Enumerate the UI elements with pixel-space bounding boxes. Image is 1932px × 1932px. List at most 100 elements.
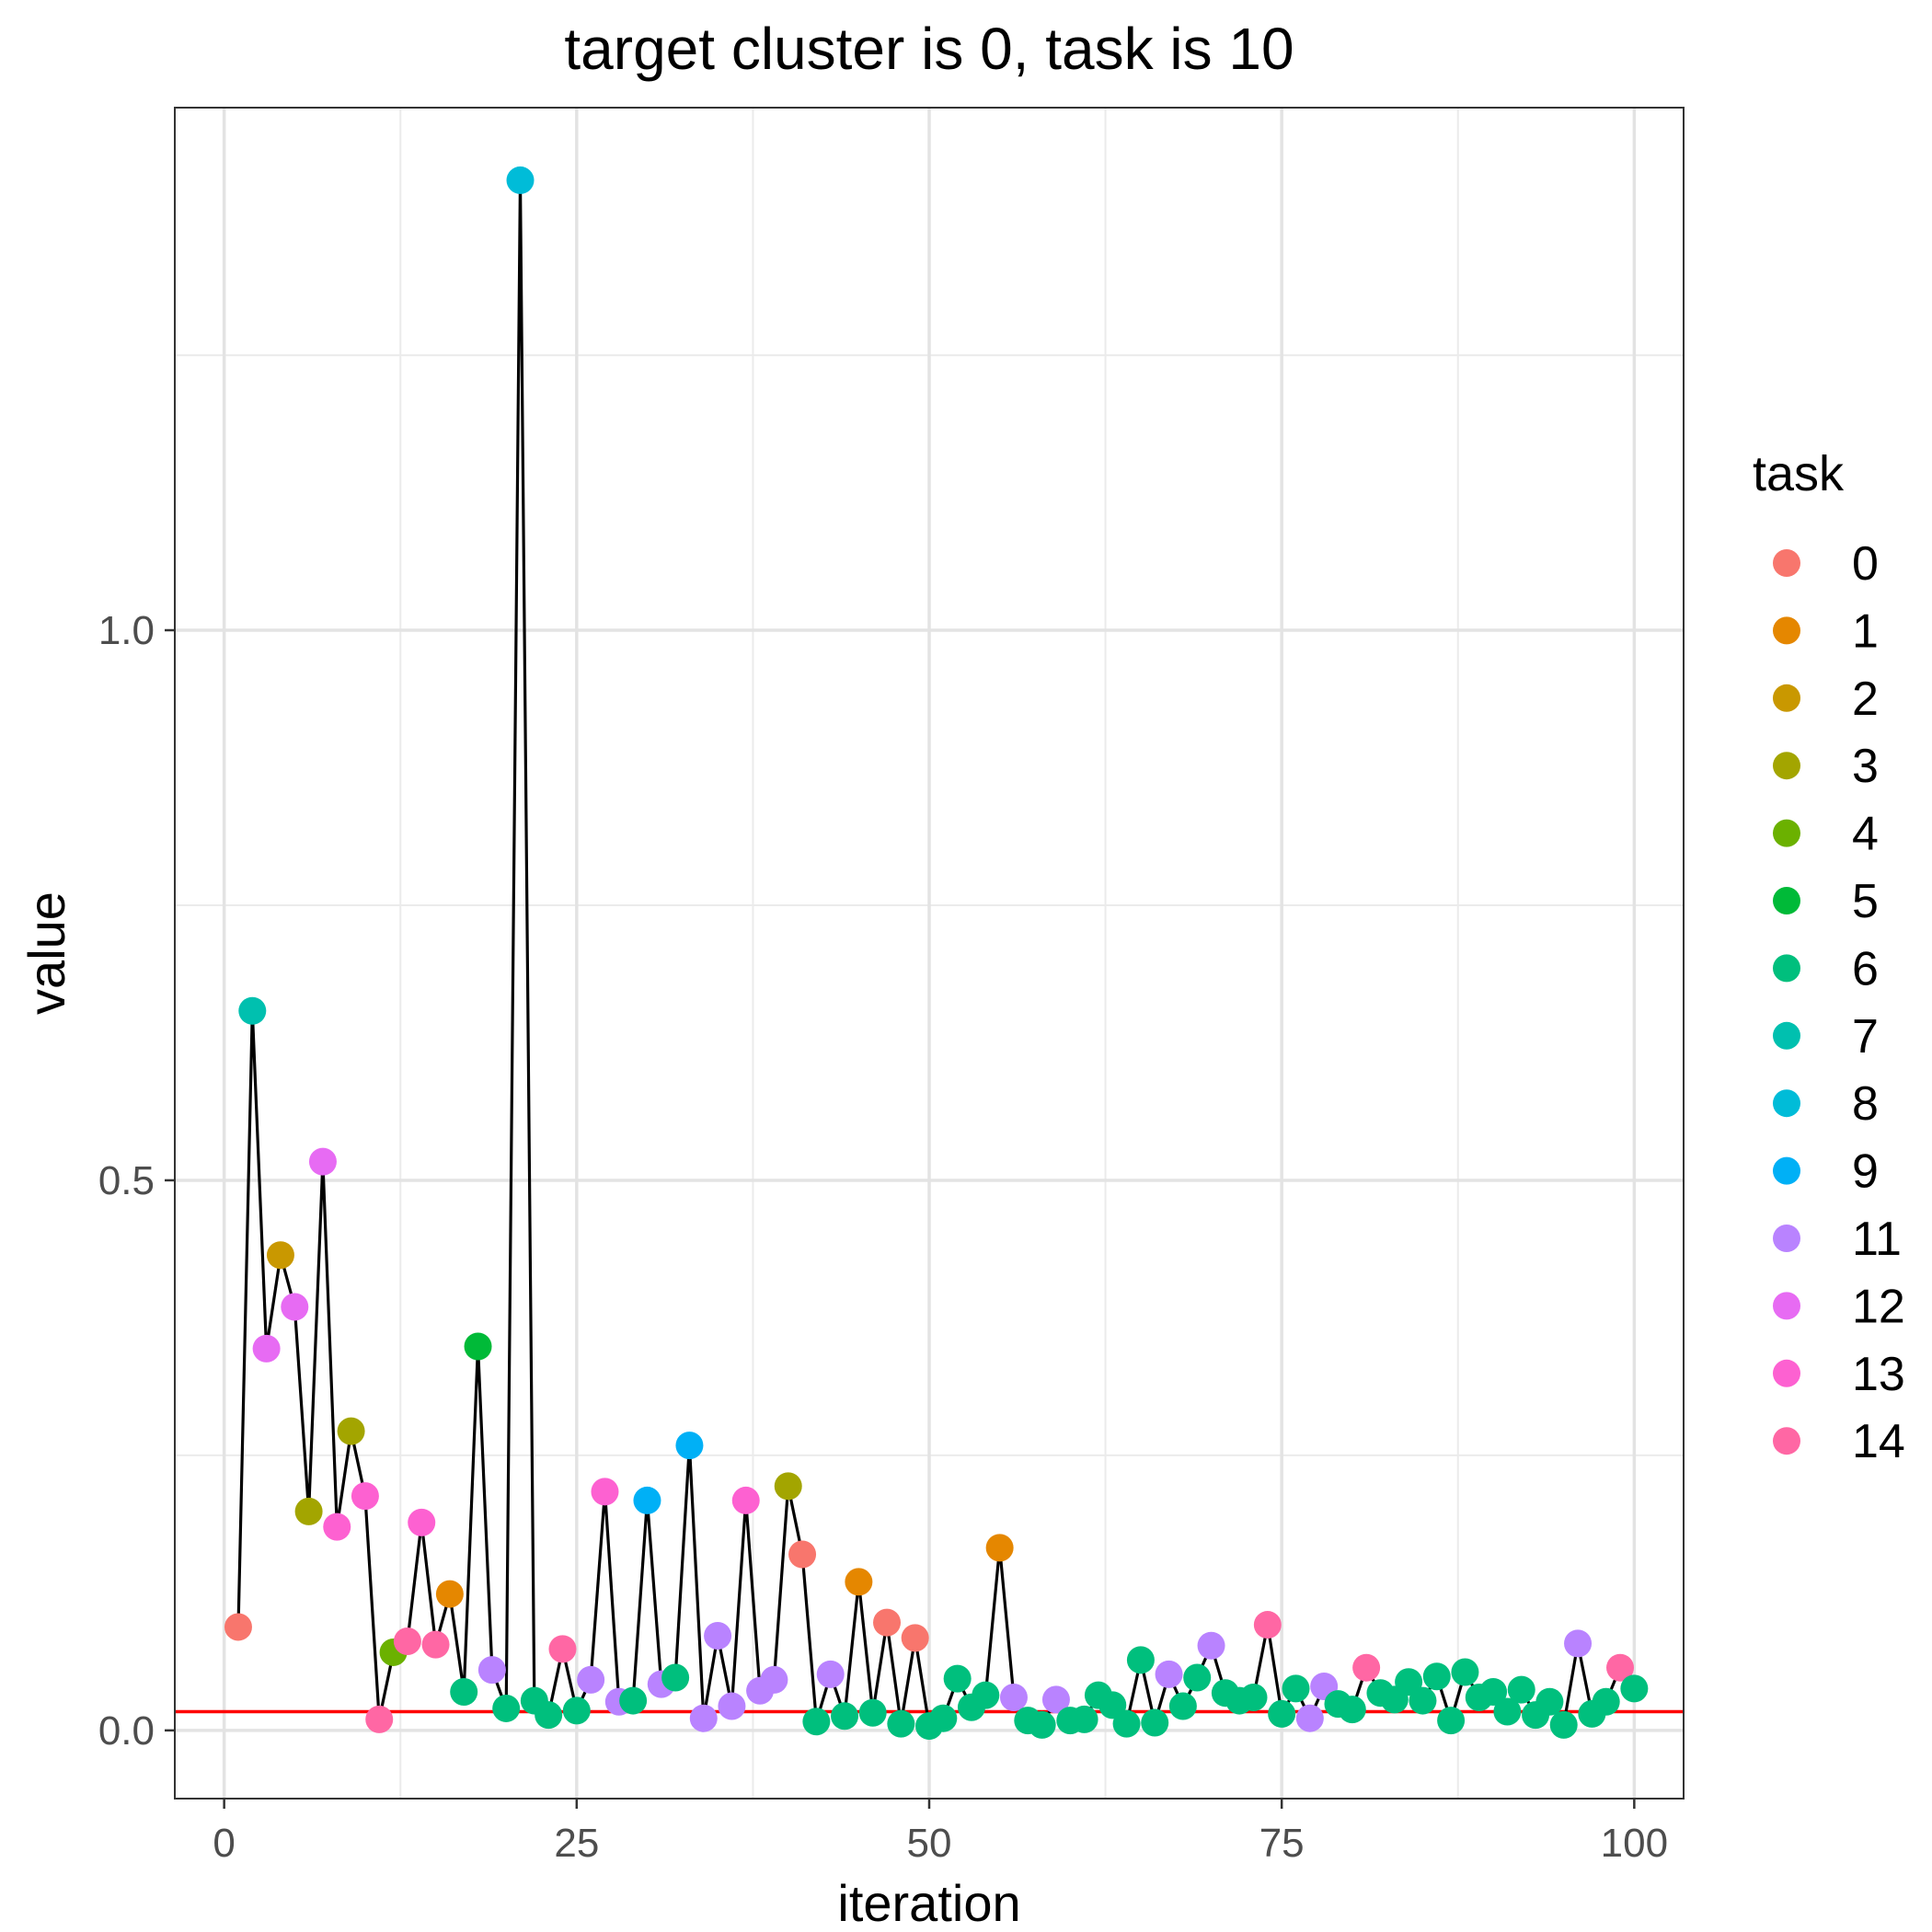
legend-key	[1773, 1225, 1800, 1252]
y-axis-title: value	[17, 891, 75, 1015]
legend-label: 1	[1852, 604, 1879, 658]
legend-label: 12	[1852, 1280, 1905, 1333]
legend-label: 13	[1852, 1348, 1905, 1401]
data-point	[1197, 1631, 1225, 1660]
data-point	[689, 1704, 718, 1732]
data-point	[1437, 1707, 1466, 1735]
data-point	[1479, 1678, 1508, 1707]
legend-key	[1773, 1359, 1800, 1387]
data-point	[365, 1705, 394, 1733]
data-point	[281, 1293, 309, 1321]
data-point	[1041, 1685, 1070, 1714]
legend-key	[1773, 684, 1800, 712]
y-tick-label: 0.0	[98, 1708, 155, 1754]
data-point	[1564, 1629, 1593, 1658]
data-point	[788, 1540, 817, 1569]
data-point	[1112, 1709, 1141, 1738]
data-point	[1126, 1646, 1155, 1674]
data-point	[337, 1417, 365, 1445]
legend-key	[1773, 1427, 1800, 1455]
data-point	[577, 1665, 605, 1694]
data-point	[774, 1472, 802, 1501]
data-point	[1282, 1674, 1310, 1703]
legend-label: 8	[1852, 1077, 1879, 1131]
legend-label: 3	[1852, 740, 1879, 793]
data-point	[802, 1708, 831, 1736]
legend-label: 0	[1852, 537, 1879, 591]
data-point	[351, 1482, 379, 1511]
data-point	[1606, 1653, 1635, 1682]
data-point	[929, 1704, 958, 1732]
data-point	[1451, 1658, 1479, 1686]
data-point	[731, 1486, 760, 1514]
data-point	[562, 1696, 591, 1725]
data-point	[294, 1497, 323, 1525]
data-point	[985, 1534, 1014, 1562]
data-point	[816, 1660, 845, 1688]
data-point	[591, 1478, 619, 1506]
data-point	[1168, 1692, 1197, 1720]
data-point	[450, 1678, 478, 1707]
x-tick-label: 100	[1601, 1821, 1668, 1866]
legend-key	[1773, 1021, 1800, 1050]
data-point	[1295, 1704, 1324, 1732]
data-point	[1409, 1686, 1437, 1715]
data-point	[1493, 1697, 1522, 1726]
data-point	[1422, 1662, 1451, 1691]
data-point	[1268, 1699, 1296, 1728]
data-point	[1620, 1674, 1649, 1703]
data-points	[224, 166, 1649, 1741]
data-point	[1141, 1708, 1169, 1737]
data-point	[633, 1486, 661, 1514]
data-point	[943, 1664, 972, 1693]
legend-label: 14	[1852, 1415, 1905, 1468]
y-tick-label: 1.0	[98, 608, 155, 653]
data-point	[619, 1686, 648, 1715]
data-point	[1253, 1611, 1282, 1639]
legend-label: 9	[1852, 1145, 1879, 1199]
legend-key	[1773, 549, 1800, 577]
legend-key	[1773, 819, 1800, 847]
data-point	[1535, 1687, 1564, 1716]
data-point	[887, 1709, 915, 1738]
data-point	[831, 1702, 859, 1731]
data-point	[408, 1508, 436, 1536]
data-point	[421, 1630, 450, 1659]
data-point	[266, 1241, 294, 1270]
data-point	[1395, 1668, 1423, 1696]
data-point	[1592, 1687, 1620, 1716]
data-point	[1098, 1691, 1127, 1719]
grid	[175, 108, 1684, 1799]
data-point	[323, 1512, 351, 1541]
data-point	[1070, 1705, 1098, 1733]
data-point	[238, 996, 267, 1025]
legend-key	[1773, 1292, 1800, 1320]
data-point	[972, 1681, 1000, 1709]
data-point	[845, 1568, 873, 1596]
data-point	[675, 1432, 704, 1460]
data-point	[1028, 1710, 1056, 1739]
x-axis-ticks: 0 25 50 75 100	[213, 1799, 1668, 1866]
data-point	[548, 1635, 577, 1663]
x-tick-label: 0	[213, 1821, 235, 1866]
data-point	[704, 1622, 732, 1650]
x-axis-title: iteration	[837, 1874, 1020, 1932]
data-point	[1338, 1696, 1366, 1724]
data-point	[252, 1334, 281, 1363]
data-point	[661, 1663, 690, 1692]
legend-key	[1773, 1156, 1800, 1185]
data-point	[435, 1580, 464, 1608]
x-tick-label: 50	[907, 1821, 952, 1866]
data-point	[492, 1694, 521, 1722]
data-point	[760, 1665, 788, 1694]
y-axis-ticks: 0.0 0.5 1.0	[98, 608, 175, 1754]
legend-key	[1773, 616, 1800, 645]
legend-title: task	[1753, 446, 1845, 501]
data-point	[477, 1656, 506, 1685]
data-point	[718, 1692, 746, 1720]
data-point	[535, 1701, 563, 1730]
data-point	[858, 1698, 887, 1727]
